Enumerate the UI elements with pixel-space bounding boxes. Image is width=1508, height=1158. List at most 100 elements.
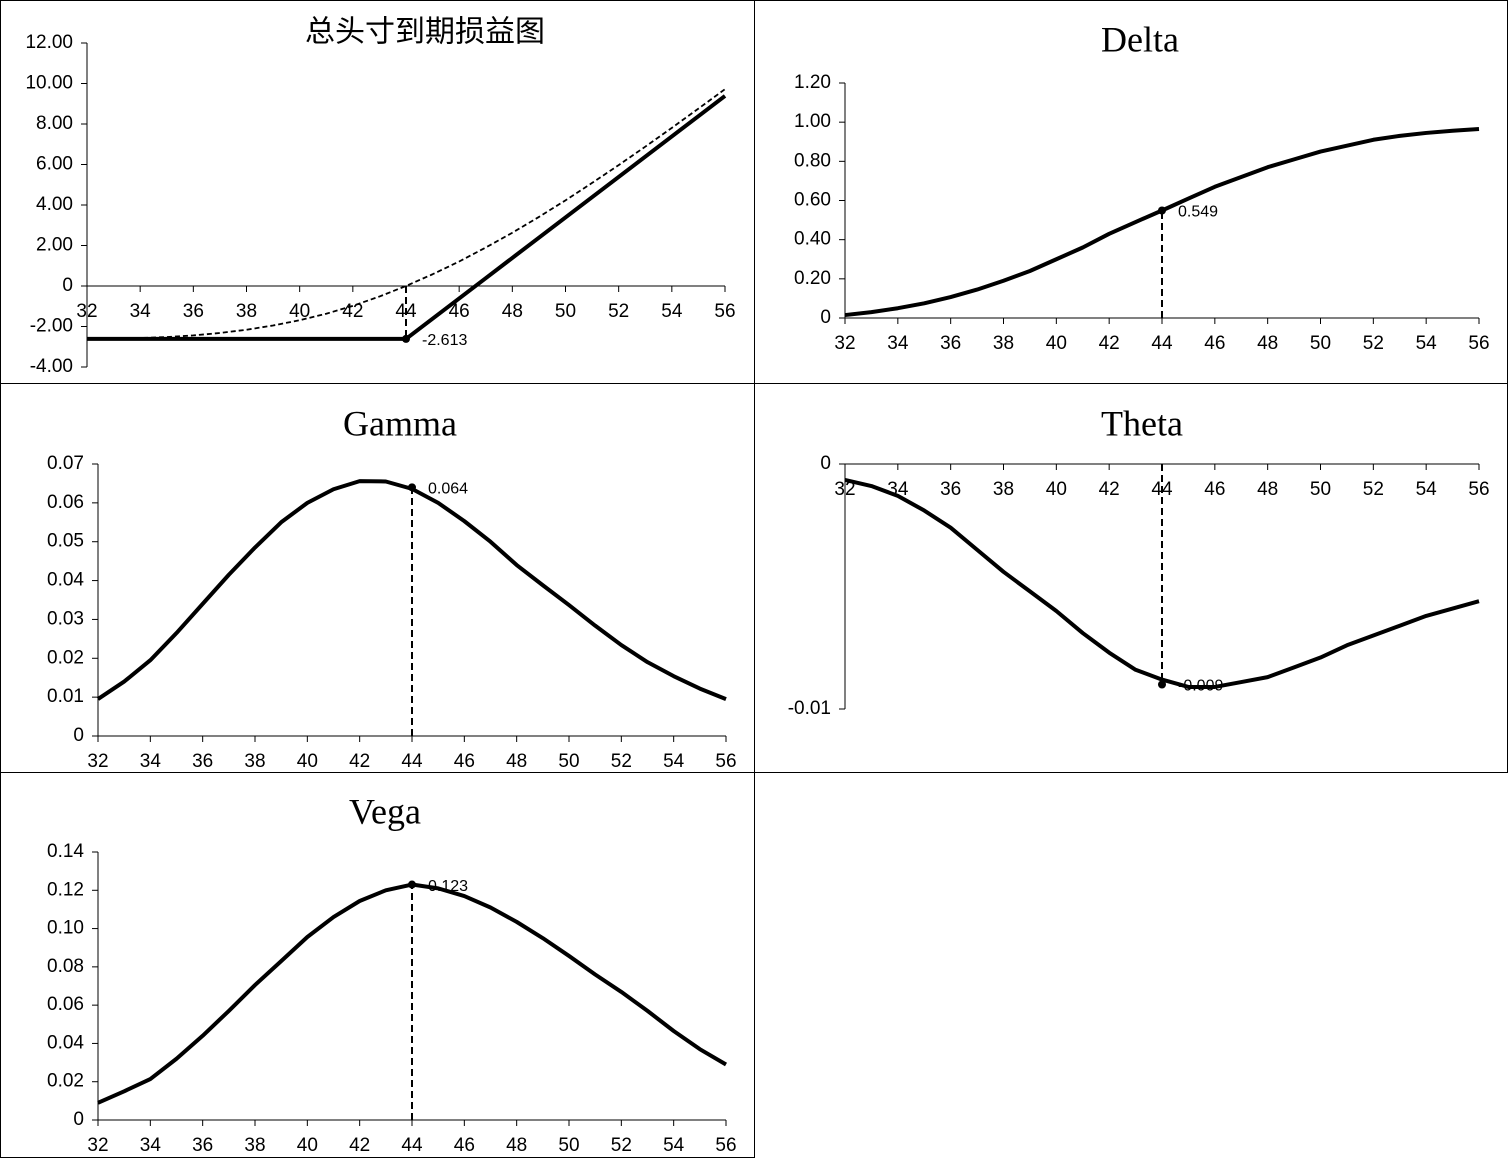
x-tick-label: 50 xyxy=(555,301,576,322)
marker-label: -0.009 xyxy=(1178,678,1223,695)
x-tick-label: 44 xyxy=(401,751,423,772)
panel-border xyxy=(0,0,755,384)
x-tick-label: 56 xyxy=(715,751,736,772)
x-tick-label: 54 xyxy=(1416,333,1438,354)
chart-title: Theta xyxy=(1101,403,1183,443)
y-tick-label: -2.00 xyxy=(30,316,73,337)
y-tick-label: 10.00 xyxy=(25,73,73,94)
y-tick-label: 0.60 xyxy=(794,190,831,211)
chart-title: 总头寸到期损益图 xyxy=(305,15,545,50)
y-tick-label: 0.80 xyxy=(794,150,831,171)
x-tick-label: 52 xyxy=(1363,333,1384,354)
x-tick-label: 40 xyxy=(1046,479,1067,500)
x-tick-label: 38 xyxy=(244,1135,265,1156)
x-tick-label: 42 xyxy=(349,1135,370,1156)
y-tick-label: -4.00 xyxy=(30,356,73,377)
marker-label: 0.064 xyxy=(428,481,468,498)
x-tick-label: 50 xyxy=(558,1135,579,1156)
marker-point xyxy=(1158,680,1166,689)
x-tick-label: 32 xyxy=(87,751,108,772)
y-tick-label: 0.05 xyxy=(47,531,84,552)
x-tick-label: 40 xyxy=(289,301,310,322)
x-tick-label: 56 xyxy=(715,1135,736,1156)
series-line xyxy=(86,88,726,340)
x-tick-label: 36 xyxy=(192,751,213,772)
y-tick-label: 0.02 xyxy=(47,1071,84,1092)
chart-title: Gamma xyxy=(343,403,457,443)
x-tick-label: 32 xyxy=(76,301,97,322)
x-tick-label: 40 xyxy=(297,751,318,772)
x-tick-label: 54 xyxy=(663,1135,685,1156)
x-tick-label: 32 xyxy=(834,479,855,500)
y-tick-label: 8.00 xyxy=(36,113,73,134)
chart-title: Vega xyxy=(349,791,421,831)
y-tick-label: 0 xyxy=(73,1109,84,1130)
y-tick-label: 6.00 xyxy=(36,154,73,175)
y-tick-label: 0 xyxy=(73,725,84,746)
chart-title: Delta xyxy=(1101,19,1179,59)
marker-label: 0.123 xyxy=(428,878,468,895)
x-tick-label: 38 xyxy=(993,333,1014,354)
y-tick-label: 0.04 xyxy=(47,570,84,591)
x-tick-label: 48 xyxy=(1257,479,1278,500)
y-tick-label: 0.08 xyxy=(47,956,84,977)
x-tick-label: 42 xyxy=(1099,479,1120,500)
x-tick-label: 36 xyxy=(183,301,204,322)
x-tick-label: 54 xyxy=(1416,479,1438,500)
x-tick-label: 32 xyxy=(87,1135,108,1156)
x-tick-label: 38 xyxy=(993,479,1014,500)
marker-point xyxy=(1158,206,1166,215)
x-tick-label: 36 xyxy=(940,479,961,500)
y-tick-label: 0.14 xyxy=(47,841,84,862)
x-tick-label: 34 xyxy=(140,751,162,772)
y-tick-label: 2.00 xyxy=(36,235,73,256)
y-tick-label: 0.02 xyxy=(47,647,84,668)
x-tick-label: 40 xyxy=(1046,333,1067,354)
x-tick-label: 46 xyxy=(1204,479,1225,500)
x-tick-label: 36 xyxy=(192,1135,213,1156)
x-tick-label: 50 xyxy=(558,751,579,772)
x-tick-label: 44 xyxy=(401,1135,423,1156)
x-tick-label: 48 xyxy=(1257,333,1278,354)
x-tick-label: 46 xyxy=(454,751,475,772)
x-tick-label: 34 xyxy=(140,1135,162,1156)
x-tick-label: 36 xyxy=(940,333,961,354)
y-tick-label: 0.06 xyxy=(47,492,84,513)
marker-label: 0.549 xyxy=(1178,204,1218,221)
x-tick-label: 42 xyxy=(349,751,370,772)
y-tick-label: 0.04 xyxy=(47,1032,84,1053)
x-tick-label: 52 xyxy=(611,1135,632,1156)
x-tick-label: 38 xyxy=(244,751,265,772)
y-tick-label: 0 xyxy=(820,307,831,328)
x-tick-label: 50 xyxy=(1310,479,1331,500)
x-tick-label: 52 xyxy=(608,301,629,322)
x-tick-label: 34 xyxy=(130,301,152,322)
y-tick-label: 0 xyxy=(62,275,73,296)
x-tick-label: 46 xyxy=(1204,333,1225,354)
y-tick-label: 0.20 xyxy=(794,268,831,289)
x-tick-label: 48 xyxy=(506,751,527,772)
y-tick-label: 0.01 xyxy=(47,686,84,707)
y-tick-label: 0.03 xyxy=(47,608,84,629)
x-tick-label: 56 xyxy=(714,301,735,322)
x-tick-label: 46 xyxy=(454,1135,475,1156)
y-tick-label: 12.00 xyxy=(25,32,73,53)
x-tick-label: 32 xyxy=(834,333,855,354)
y-tick-label: 0.06 xyxy=(47,994,84,1015)
y-tick-label: 1.00 xyxy=(794,111,831,132)
x-tick-label: 42 xyxy=(342,301,363,322)
x-tick-label: 54 xyxy=(663,751,685,772)
x-tick-label: 56 xyxy=(1468,479,1489,500)
y-tick-label: 0.12 xyxy=(47,879,84,900)
y-tick-label: 4.00 xyxy=(36,194,73,215)
y-tick-label: 0.10 xyxy=(47,918,84,939)
marker-label: -2.613 xyxy=(422,332,467,349)
y-tick-label: 0.07 xyxy=(47,453,84,474)
x-tick-label: 46 xyxy=(449,301,470,322)
x-tick-label: 48 xyxy=(502,301,523,322)
x-tick-label: 34 xyxy=(887,333,909,354)
x-tick-label: 44 xyxy=(1151,333,1173,354)
x-tick-label: 42 xyxy=(1099,333,1120,354)
x-tick-label: 48 xyxy=(506,1135,527,1156)
